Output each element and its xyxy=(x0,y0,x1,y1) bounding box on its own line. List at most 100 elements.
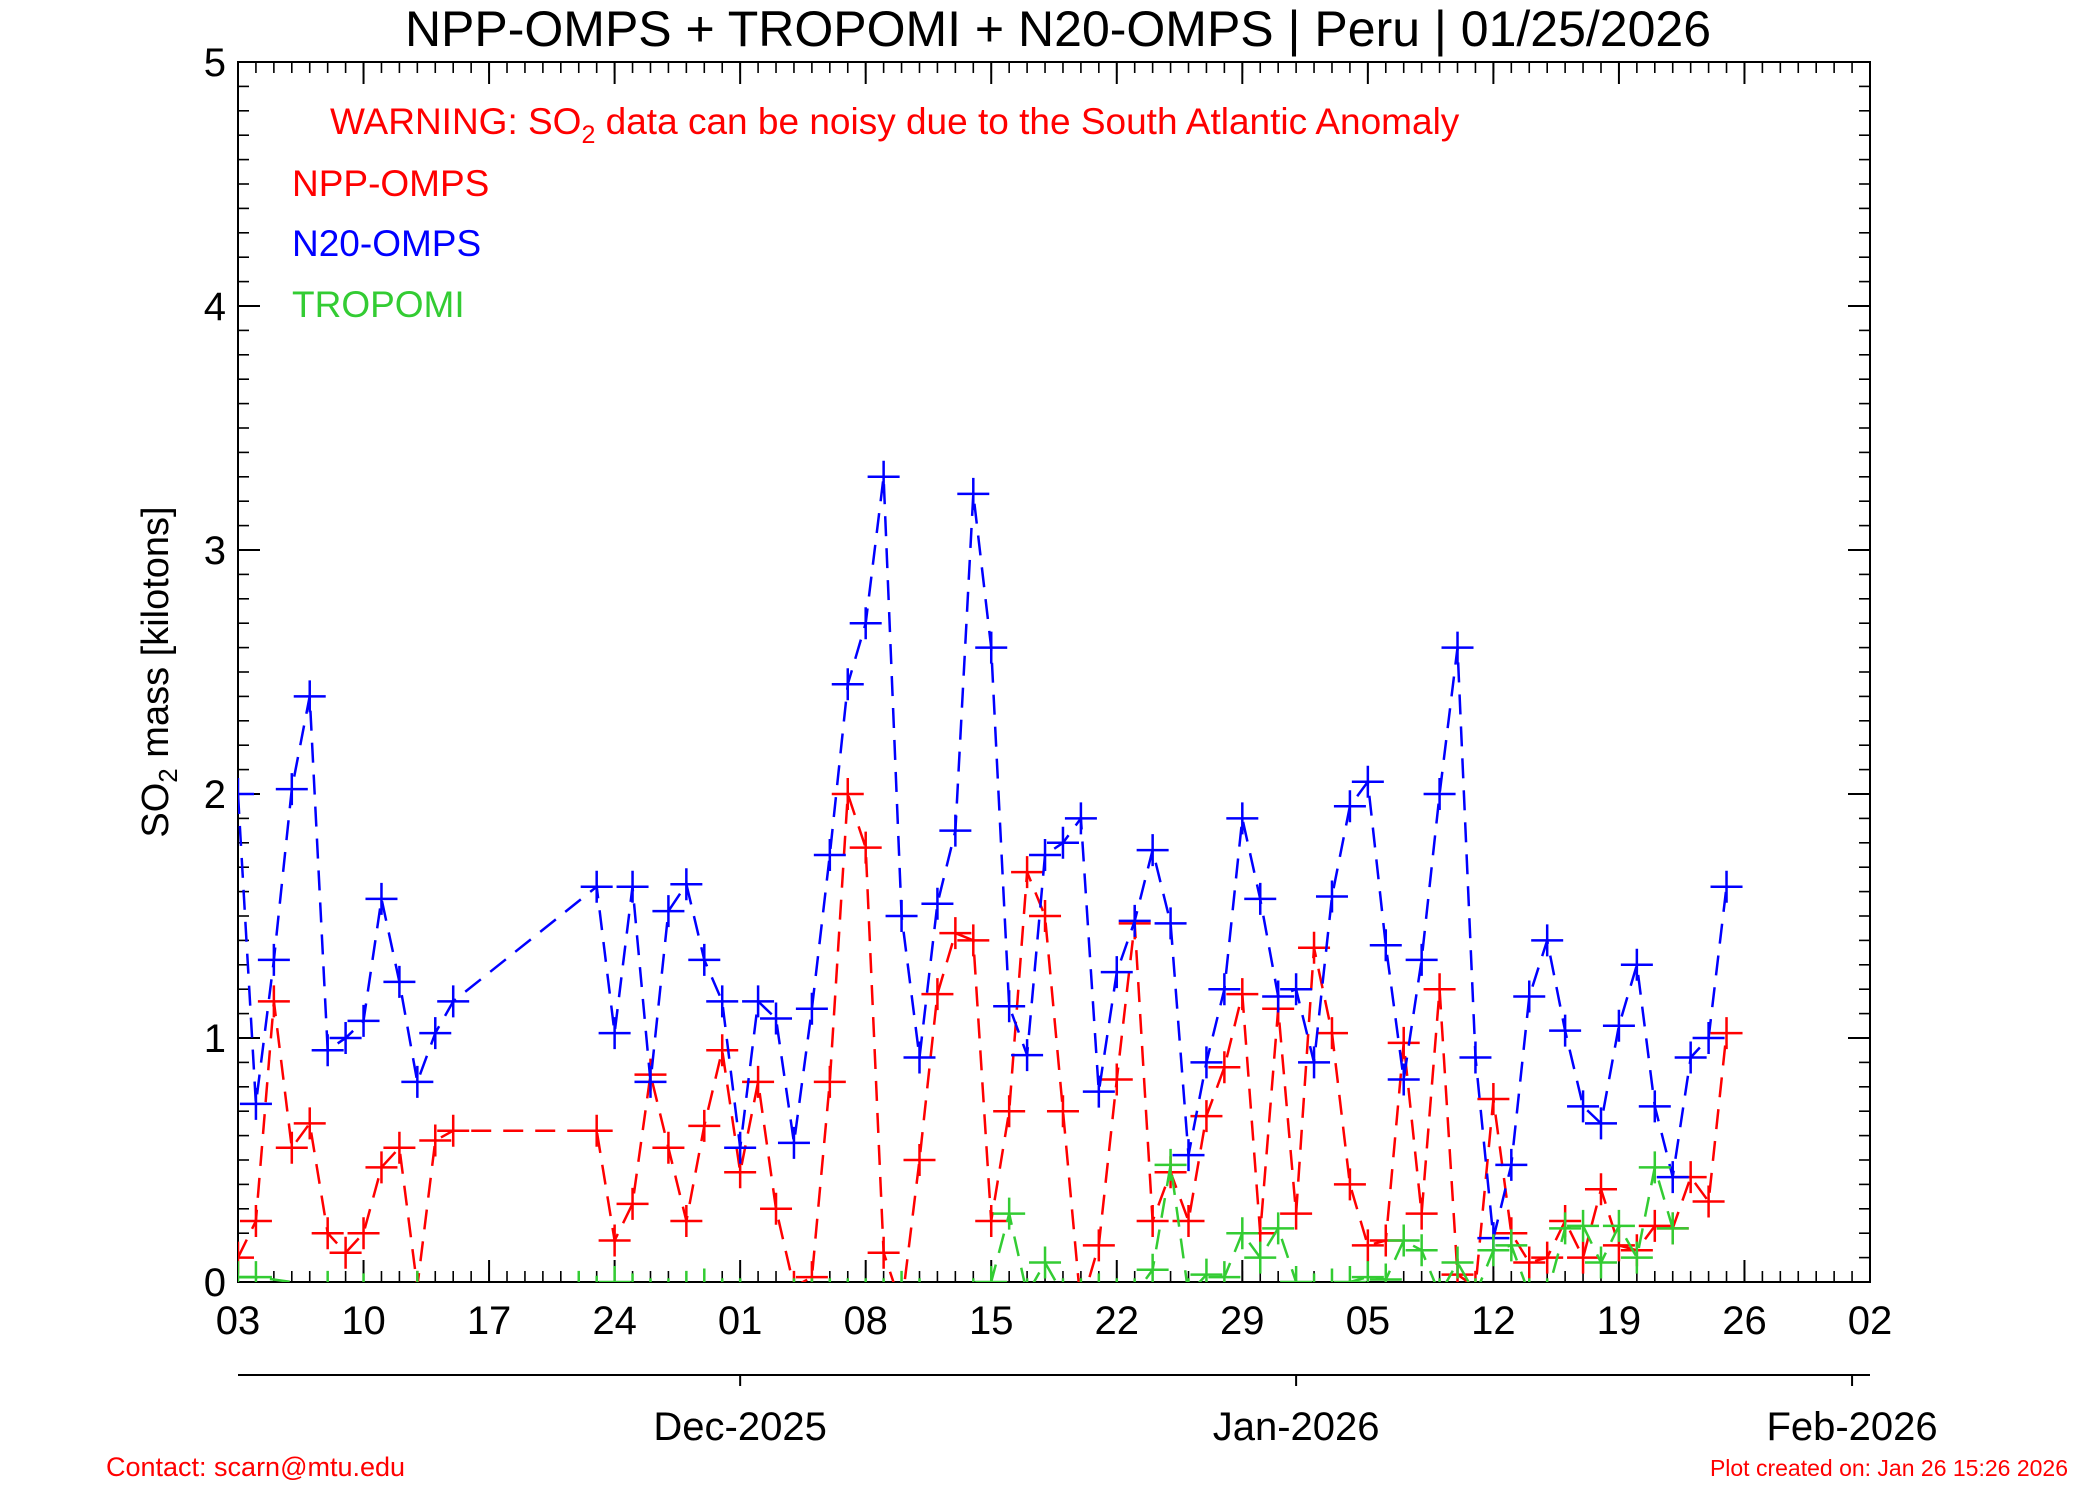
data-point-n20 xyxy=(903,1041,936,1074)
data-point-n20 xyxy=(1244,882,1277,915)
data-point-tropomi xyxy=(1441,1246,1474,1279)
data-point-n20 xyxy=(1692,1022,1725,1054)
data-point-npp xyxy=(257,985,290,1018)
month-label: Feb-2026 xyxy=(1766,1405,1937,1449)
data-point-n20 xyxy=(1710,870,1743,903)
data-point-n20 xyxy=(1549,1014,1582,1047)
data-point-npp xyxy=(1046,1095,1079,1128)
data-point-npp xyxy=(1387,1026,1420,1059)
data-point-npp xyxy=(795,1261,828,1282)
data-point-tropomi xyxy=(1477,1234,1510,1267)
series-tropomi xyxy=(238,1148,1689,1282)
data-point-npp xyxy=(1567,1241,1600,1274)
x-tick-label: 19 xyxy=(1597,1299,1642,1343)
data-point-npp xyxy=(239,1205,272,1237)
data-point-npp xyxy=(993,1095,1026,1128)
data-point-n20 xyxy=(1674,1041,1707,1074)
data-point-n20 xyxy=(1441,631,1474,664)
data-point-npp xyxy=(311,1217,344,1250)
data-point-n20 xyxy=(706,985,739,1018)
month-label: Jan-2026 xyxy=(1213,1405,1380,1449)
data-point-n20 xyxy=(347,1004,380,1037)
x-tick-label: 22 xyxy=(1095,1299,1140,1343)
y-tick-label: 3 xyxy=(204,529,226,573)
data-point-npp xyxy=(886,1290,918,1322)
data-point-tropomi xyxy=(1136,1253,1169,1282)
data-point-n20 xyxy=(652,895,685,928)
data-point-npp xyxy=(706,1034,739,1067)
data-point-npp xyxy=(238,1241,254,1274)
data-point-n20 xyxy=(742,985,775,1018)
data-point-n20 xyxy=(365,882,398,915)
x-tick-label: 15 xyxy=(969,1299,1014,1343)
data-point-n20 xyxy=(1046,826,1079,859)
data-point-n20 xyxy=(1584,1107,1617,1140)
data-point-npp xyxy=(1280,1197,1313,1230)
data-point-n20 xyxy=(688,943,721,976)
month-axis: Dec-2025 Jan-2026 Feb-2026 xyxy=(653,1375,1938,1449)
data-point-npp xyxy=(939,917,972,950)
data-point-n20 xyxy=(957,477,990,510)
data-point-npp xyxy=(598,1224,631,1257)
data-point-tropomi xyxy=(703,1268,706,1282)
series-line-tropomi xyxy=(238,1164,1674,1282)
data-point-npp xyxy=(1136,1205,1169,1237)
data-point-npp xyxy=(1638,1209,1671,1242)
data-point-tropomi xyxy=(900,1270,903,1282)
data-point-tropomi xyxy=(975,1266,1008,1282)
data-point-npp xyxy=(1333,1168,1366,1201)
data-point-n20 xyxy=(1602,1009,1635,1042)
x-tick-label: 05 xyxy=(1346,1299,1391,1343)
data-point-n20 xyxy=(670,868,703,901)
data-point-n20 xyxy=(1315,880,1348,913)
data-point-tropomi xyxy=(362,1273,365,1282)
data-point-tropomi xyxy=(1405,1234,1438,1267)
data-point-tropomi xyxy=(1154,1148,1187,1181)
data-point-npp xyxy=(419,1124,452,1157)
x-tick-label: 01 xyxy=(718,1299,763,1343)
data-point-n20 xyxy=(1423,778,1456,810)
data-point-tropomi xyxy=(1208,1261,1241,1282)
data-point-tropomi xyxy=(598,1266,631,1282)
x-tick-label: 03 xyxy=(216,1299,261,1343)
data-point-tropomi xyxy=(595,1275,598,1282)
data-point-tropomi xyxy=(1602,1209,1635,1242)
data-point-npp xyxy=(670,1205,703,1237)
data-point-n20 xyxy=(383,965,416,998)
data-point-npp xyxy=(1513,1246,1546,1279)
data-point-tropomi xyxy=(1226,1217,1259,1250)
series-npp xyxy=(238,778,1743,1322)
data-point-tropomi xyxy=(1280,1266,1313,1282)
data-point-tropomi xyxy=(685,1270,688,1282)
data-point-n20 xyxy=(1459,1041,1492,1074)
series-line-npp xyxy=(238,793,1728,1282)
y-tick-label: 0 xyxy=(204,1261,226,1305)
data-point-n20 xyxy=(1531,924,1564,957)
data-point-n20 xyxy=(1082,1075,1115,1108)
x-tick-label: 24 xyxy=(592,1299,637,1343)
legend-npp-omps: NPP-OMPS xyxy=(292,163,489,204)
data-point-n20 xyxy=(311,1034,344,1067)
data-point-npp xyxy=(1710,1017,1743,1050)
data-point-n20 xyxy=(795,992,828,1025)
data-point-npp xyxy=(957,924,990,957)
data-point-npp xyxy=(867,1236,900,1269)
data-point-tropomi xyxy=(416,1270,419,1282)
data-point-npp xyxy=(1584,1173,1617,1206)
data-point-npp xyxy=(1029,900,1062,932)
data-point-n20 xyxy=(257,943,290,976)
warning-text: WARNING: SO2 data can be noisy due to th… xyxy=(330,101,1460,149)
data-point-n20 xyxy=(1333,790,1366,823)
data-point-n20 xyxy=(437,985,470,1018)
data-point-n20 xyxy=(1154,907,1187,940)
data-point-npp xyxy=(921,978,954,1011)
data-point-tropomi xyxy=(326,1270,329,1282)
data-point-npp xyxy=(849,831,882,864)
data-point-n20 xyxy=(975,631,1008,664)
data-point-n20 xyxy=(1118,904,1151,937)
data-point-tropomi xyxy=(993,1197,1026,1230)
data-point-n20 xyxy=(885,900,918,932)
data-point-npp xyxy=(1315,1017,1348,1050)
